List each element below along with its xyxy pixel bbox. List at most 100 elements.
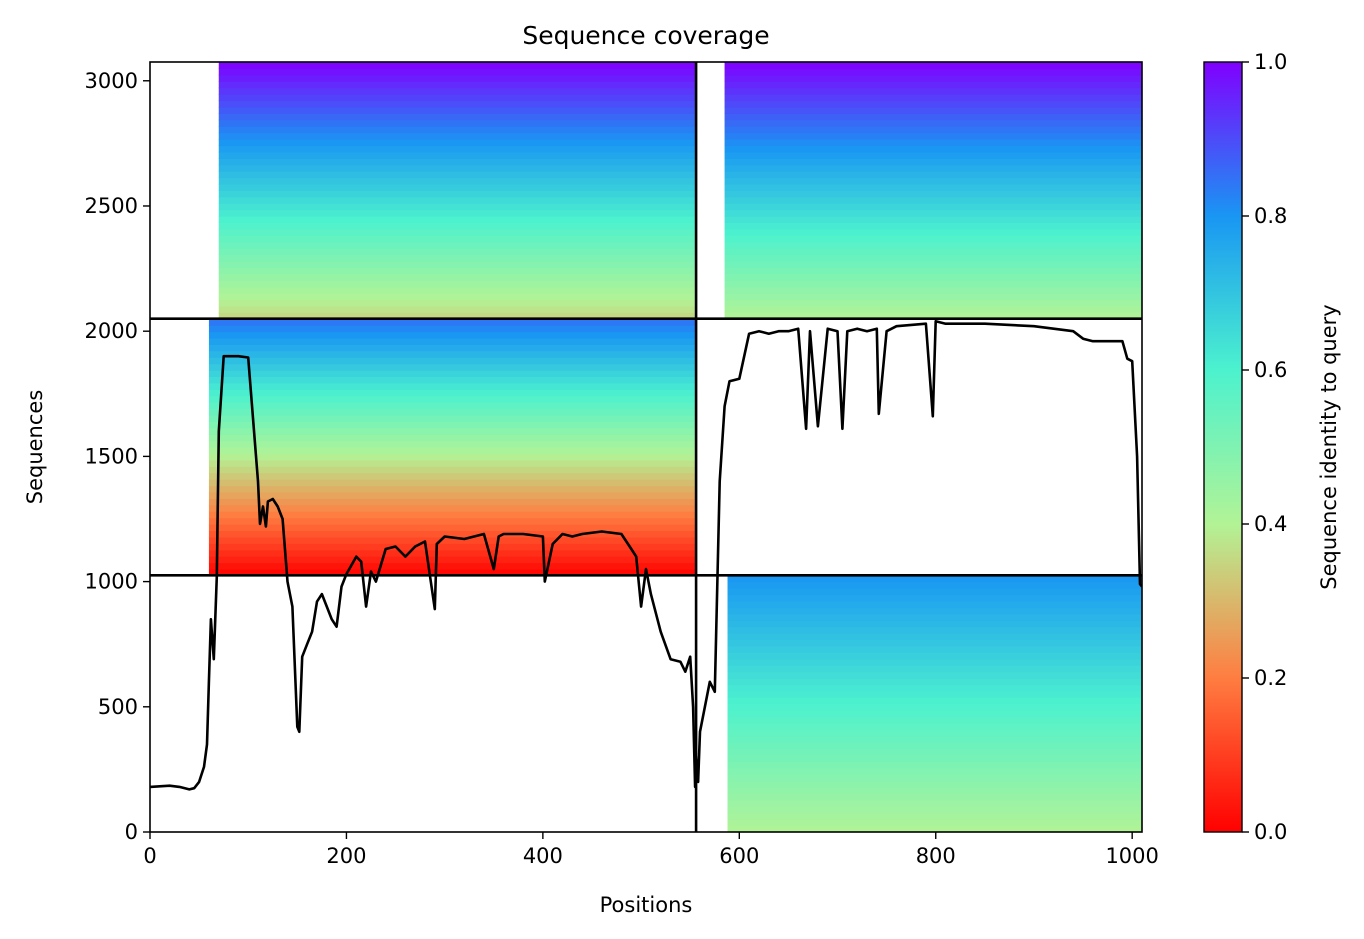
y-tick-label: 0 (125, 820, 138, 844)
heatmap-band-2-20 (208, 440, 697, 448)
heatmap-band-3-12 (727, 748, 1142, 756)
y-tick-label: 1000 (85, 570, 138, 594)
heatmap-band-1-9 (724, 254, 1142, 262)
heatmap-band-0-25 (218, 151, 697, 159)
y-axis-label: Sequences (23, 390, 47, 505)
heatmap-band-2-10 (208, 504, 697, 512)
heatmap-band-1-0 (724, 312, 1142, 320)
heatmap-band-1-10 (724, 248, 1142, 256)
heatmap-band-2-11 (208, 498, 697, 506)
heatmap-band-0-19 (218, 190, 697, 198)
heatmap-band-0-23 (218, 164, 697, 172)
heatmap-band-2-39 (208, 318, 697, 326)
heatmap-band-1-35 (724, 87, 1142, 95)
heatmap-band-0-39 (218, 62, 697, 70)
heatmap-band-0-30 (218, 119, 697, 127)
y-tick-label: 3000 (85, 69, 138, 93)
coverage-line (150, 319, 1142, 791)
heatmap-band-2-35 (208, 344, 697, 352)
heatmap-band-0-3 (218, 293, 697, 301)
heatmap-band-3-39 (727, 575, 1142, 583)
heatmap-band-1-25 (724, 151, 1142, 159)
heatmap-band-2-25 (208, 408, 697, 416)
colorbar-tick-label: 1.0 (1254, 50, 1287, 74)
heatmap-band-2-22 (208, 427, 697, 435)
heatmap-band-0-12 (218, 235, 697, 243)
heatmap-band-0-27 (218, 139, 697, 147)
heatmap-band-0-36 (218, 81, 697, 89)
heatmap-band-3-34 (727, 607, 1142, 615)
heatmap-band-1-27 (724, 139, 1142, 147)
heatmap-band-0-9 (218, 254, 697, 262)
heatmap-band-0-16 (218, 209, 697, 217)
heatmap-band-2-24 (208, 414, 697, 422)
heatmap-band-1-37 (724, 74, 1142, 82)
heatmap-band-2-16 (208, 466, 697, 474)
heatmap-band-1-2 (724, 299, 1142, 307)
heatmap-band-0-22 (218, 171, 697, 179)
colorbar-tick-label: 0.8 (1254, 204, 1287, 228)
heatmap-band-0-8 (218, 260, 697, 268)
coverage-heatmap (208, 62, 1142, 832)
heatmap-band-2-18 (208, 453, 697, 461)
heatmap-band-0-11 (218, 241, 697, 249)
heatmap-band-0-29 (218, 126, 697, 134)
heatmap-band-0-14 (218, 222, 697, 230)
heatmap-band-1-39 (724, 62, 1142, 70)
heatmap-band-0-38 (218, 68, 697, 76)
heatmap-band-2-31 (208, 370, 697, 378)
heatmap-band-3-26 (727, 658, 1142, 666)
heatmap-band-2-37 (208, 331, 697, 339)
heatmap-band-3-4 (727, 799, 1142, 807)
heatmap-band-2-13 (208, 485, 697, 493)
heatmap-band-0-6 (218, 273, 697, 281)
heatmap-band-3-21 (727, 690, 1142, 698)
heatmap-band-3-37 (727, 588, 1142, 596)
heatmap-band-3-7 (727, 780, 1142, 788)
heatmap-band-3-14 (727, 735, 1142, 743)
heatmap-band-1-7 (724, 267, 1142, 275)
heatmap-band-3-17 (727, 716, 1142, 724)
heatmap-band-1-23 (724, 164, 1142, 172)
heatmap-band-2-23 (208, 421, 697, 429)
heatmap-band-1-12 (724, 235, 1142, 243)
heatmap-band-0-20 (218, 183, 697, 191)
heatmap-band-0-7 (218, 267, 697, 275)
heatmap-band-1-1 (724, 305, 1142, 313)
heatmap-band-1-24 (724, 158, 1142, 166)
heatmap-band-1-36 (724, 81, 1142, 89)
heatmap-band-1-16 (724, 209, 1142, 217)
heatmap-band-2-32 (208, 363, 697, 371)
heatmap-band-3-24 (727, 671, 1142, 679)
heatmap-band-0-34 (218, 94, 697, 102)
heatmap-band-1-20 (724, 183, 1142, 191)
chart-title: Sequence coverage (522, 21, 769, 50)
heatmap-band-3-3 (727, 806, 1142, 814)
heatmap-band-1-8 (724, 260, 1142, 268)
heatmap-band-3-19 (727, 703, 1142, 711)
heatmap-band-1-38 (724, 68, 1142, 76)
heatmap-band-0-35 (218, 87, 697, 95)
y-tick-label: 2500 (85, 194, 138, 218)
heatmap-band-1-18 (724, 196, 1142, 204)
heatmap-band-0-32 (218, 106, 697, 114)
x-axis-label: Positions (600, 893, 693, 917)
heatmap-band-3-15 (727, 729, 1142, 737)
x-tick-label: 400 (523, 844, 563, 868)
colorbar-label: Sequence identity to query (1317, 304, 1341, 589)
heatmap-band-1-4 (724, 286, 1142, 294)
heatmap-band-2-34 (208, 350, 697, 358)
y-axis: 0 500 1000 1500 2000 2500 3000 (85, 69, 150, 844)
heatmap-band-3-33 (727, 613, 1142, 621)
heatmap-band-2-30 (208, 376, 697, 384)
heatmap-band-2-6 (208, 530, 697, 538)
heatmap-band-3-27 (727, 652, 1142, 660)
heatmap-band-3-22 (727, 684, 1142, 692)
heatmap-band-1-32 (724, 106, 1142, 114)
heatmap-band-2-26 (208, 402, 697, 410)
heatmap-band-3-23 (727, 678, 1142, 686)
heatmap-band-1-3 (724, 293, 1142, 301)
colorbar-ticks: 0.0 0.2 0.4 0.6 0.8 1.0 (1242, 50, 1287, 844)
heatmap-band-0-18 (218, 196, 697, 204)
heatmap-band-0-1 (218, 305, 697, 313)
